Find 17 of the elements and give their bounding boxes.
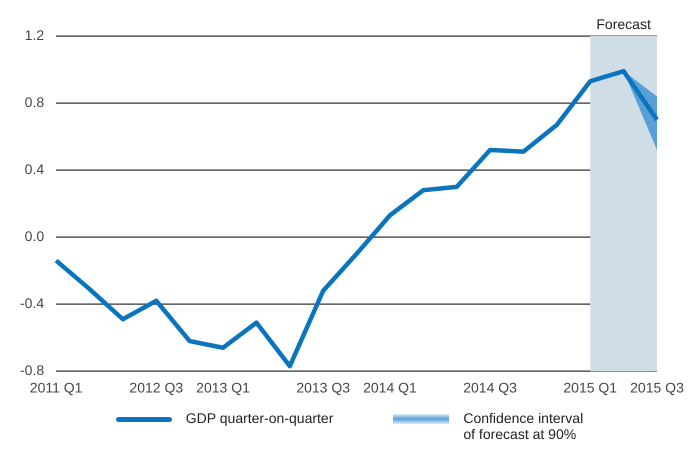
- y-tick-label: 1.2: [24, 26, 44, 43]
- y-tick-label: 0.8: [24, 94, 44, 110]
- y-tick-label: 0.4: [24, 160, 44, 177]
- x-tick-label: 2015 Q1: [563, 379, 618, 396]
- text: Confidence interval of forecast at 90%: [463, 410, 584, 442]
- x-tick-label: 2014 Q1: [363, 379, 418, 396]
- x-tick-label: 2012 Q3: [129, 379, 184, 396]
- legend-label: GDP quarter-on-quarter: [186, 410, 334, 426]
- y-tick-label: 0.0: [24, 228, 44, 244]
- x-tick-label: 2014 Q3: [463, 379, 518, 396]
- y-tick-label: -0.4: [20, 295, 44, 312]
- x-tick-label: 2013 Q3: [296, 379, 350, 396]
- y-tick-label: -0.8: [20, 362, 44, 378]
- x-tick-label: 2015 Q3: [630, 379, 684, 396]
- x-tick-label: 2013 Q1: [196, 379, 250, 396]
- x-tick-label: 2011 Q1: [30, 379, 83, 396]
- band-label: Forecast: [596, 16, 651, 32]
